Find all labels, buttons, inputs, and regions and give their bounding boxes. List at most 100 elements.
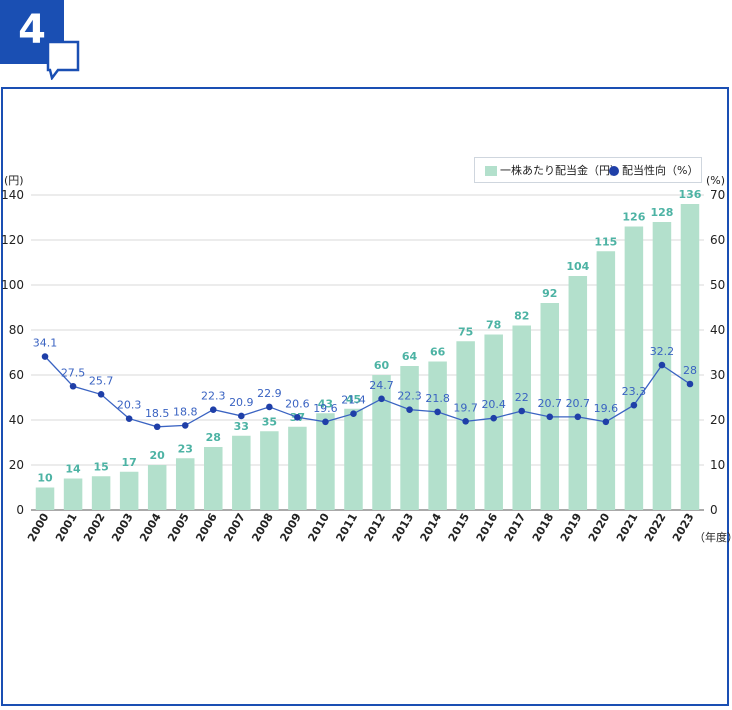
bar-value-label: 78 (486, 319, 501, 332)
payout-ratio-point (350, 410, 357, 418)
bar (568, 276, 588, 510)
legend-item-dividend: 一株あたり配当金（円） (485, 164, 621, 178)
bar-value-label: 64 (402, 350, 418, 363)
payout-ratio-label: 34.1 (33, 337, 58, 350)
bar-value-label: 20 (150, 449, 166, 462)
payout-ratio-label: 19.7 (453, 401, 478, 414)
payout-ratio-label: 20.4 (481, 398, 506, 411)
x-tick-label: 2012 (362, 511, 389, 544)
bar (372, 375, 391, 510)
bar-value-label: 23 (178, 442, 193, 455)
x-tick-label: 2017 (502, 511, 529, 544)
bar (596, 251, 616, 510)
x-tick-label: 2005 (165, 511, 192, 544)
bar-value-label: 14 (65, 463, 81, 476)
section-number: 4 (18, 7, 46, 53)
y-left-tick-label: 0 (16, 503, 24, 517)
legend-bar-swatch (485, 166, 497, 176)
x-tick-label: 2011 (334, 511, 361, 544)
bar (147, 465, 167, 510)
y-right-tick-label: 30 (710, 368, 725, 382)
bar-value-label: 66 (430, 346, 446, 359)
bar-value-label: 115 (594, 235, 617, 248)
y-right-tick-label: 10 (710, 458, 725, 472)
payout-ratio-label: 21.8 (425, 392, 450, 405)
x-tick-label: 2023 (670, 511, 697, 544)
payout-ratio-label: 20.7 (566, 397, 591, 410)
payout-ratio-point (153, 423, 161, 431)
payout-ratio-point (462, 418, 469, 425)
payout-ratio-point (546, 413, 554, 421)
payout-ratio-point (294, 414, 301, 421)
payout-ratio-label: 22.3 (397, 390, 422, 403)
payout-ratio-label: 32.2 (650, 345, 675, 358)
bar (540, 303, 560, 510)
x-tick-label: 2022 (642, 511, 669, 544)
bar (624, 226, 644, 510)
payout-ratio-point (322, 418, 329, 426)
x-tick-label: 2014 (418, 511, 445, 544)
bar (91, 476, 111, 510)
bar-value-label: 82 (514, 310, 529, 323)
x-tick-label: 2013 (390, 511, 417, 544)
y-right-tick-label: 20 (710, 413, 725, 427)
bar-value-label: 104 (566, 260, 589, 273)
x-tick-label: 2002 (81, 511, 108, 544)
payout-ratio-point (238, 412, 245, 420)
bar (428, 361, 447, 510)
legend-item-payout: 配当性向（%） (609, 164, 698, 178)
x-tick-label: 2003 (109, 511, 136, 544)
bar-value-label: 17 (121, 456, 136, 469)
payout-ratio-point (686, 380, 694, 388)
x-tick-label: 2015 (446, 511, 473, 544)
legend-label-payout: 配当性向（%） (622, 164, 699, 177)
y-left-tick-label: 40 (9, 413, 24, 427)
bar-value-label: 136 (678, 188, 701, 201)
payout-ratio-label: 22 (515, 391, 529, 404)
x-tick-label: 2008 (249, 511, 276, 544)
y-left-tick-label: 20 (9, 458, 24, 472)
payout-ratio-line (44, 356, 691, 428)
y-right-tick-label: 0 (710, 503, 718, 517)
bar (232, 435, 251, 510)
x-tick-label: 2006 (193, 511, 220, 544)
bar-value-label: 60 (374, 359, 390, 372)
payout-ratio-point (574, 413, 582, 421)
payout-ratio-label: 27.5 (61, 366, 86, 379)
bar (512, 325, 531, 510)
bar (175, 458, 195, 510)
chart-legend: 一株あたり配当金（円） 配当性向（%） (474, 157, 702, 183)
x-tick-label: 2019 (558, 511, 585, 544)
x-axis-label: （年度） (694, 530, 732, 544)
x-tick-label: 2016 (474, 511, 501, 544)
y-right-tick-label: 50 (710, 278, 725, 292)
section-number-badge: 4 (0, 0, 64, 64)
bar-value-label: 92 (542, 287, 557, 300)
payout-ratio-label: 21.4 (341, 394, 366, 407)
bar (484, 334, 503, 510)
payout-ratio-point (97, 391, 105, 398)
bar (119, 471, 139, 510)
y-right-tick-label: 70 (710, 188, 725, 202)
bar (260, 431, 279, 510)
payout-ratio-label: 18.8 (173, 405, 198, 418)
y-left-tick-label: 80 (9, 323, 24, 337)
x-tick-label: 2004 (137, 511, 164, 544)
payout-ratio-point (125, 415, 133, 422)
x-tick-label: 2021 (614, 511, 641, 544)
x-tick-label: 2007 (221, 511, 248, 544)
payout-ratio-label: 19.6 (594, 402, 619, 415)
bar-value-label: 35 (262, 415, 277, 428)
payout-ratio-point (518, 407, 526, 415)
x-tick-label: 2010 (305, 511, 332, 544)
payout-ratio-label: 20.7 (538, 397, 563, 410)
bar-value-label: 128 (650, 206, 673, 219)
payout-ratio-label: 23.3 (622, 385, 647, 398)
bar-value-label: 15 (93, 460, 108, 473)
legend-label-dividend: 一株あたり配当金（円） (500, 164, 621, 177)
bar-value-label: 43 (318, 397, 333, 410)
bar (35, 487, 55, 510)
payout-ratio-label: 19.6 (313, 402, 338, 415)
y-left-tick-label: 100 (1, 278, 24, 292)
